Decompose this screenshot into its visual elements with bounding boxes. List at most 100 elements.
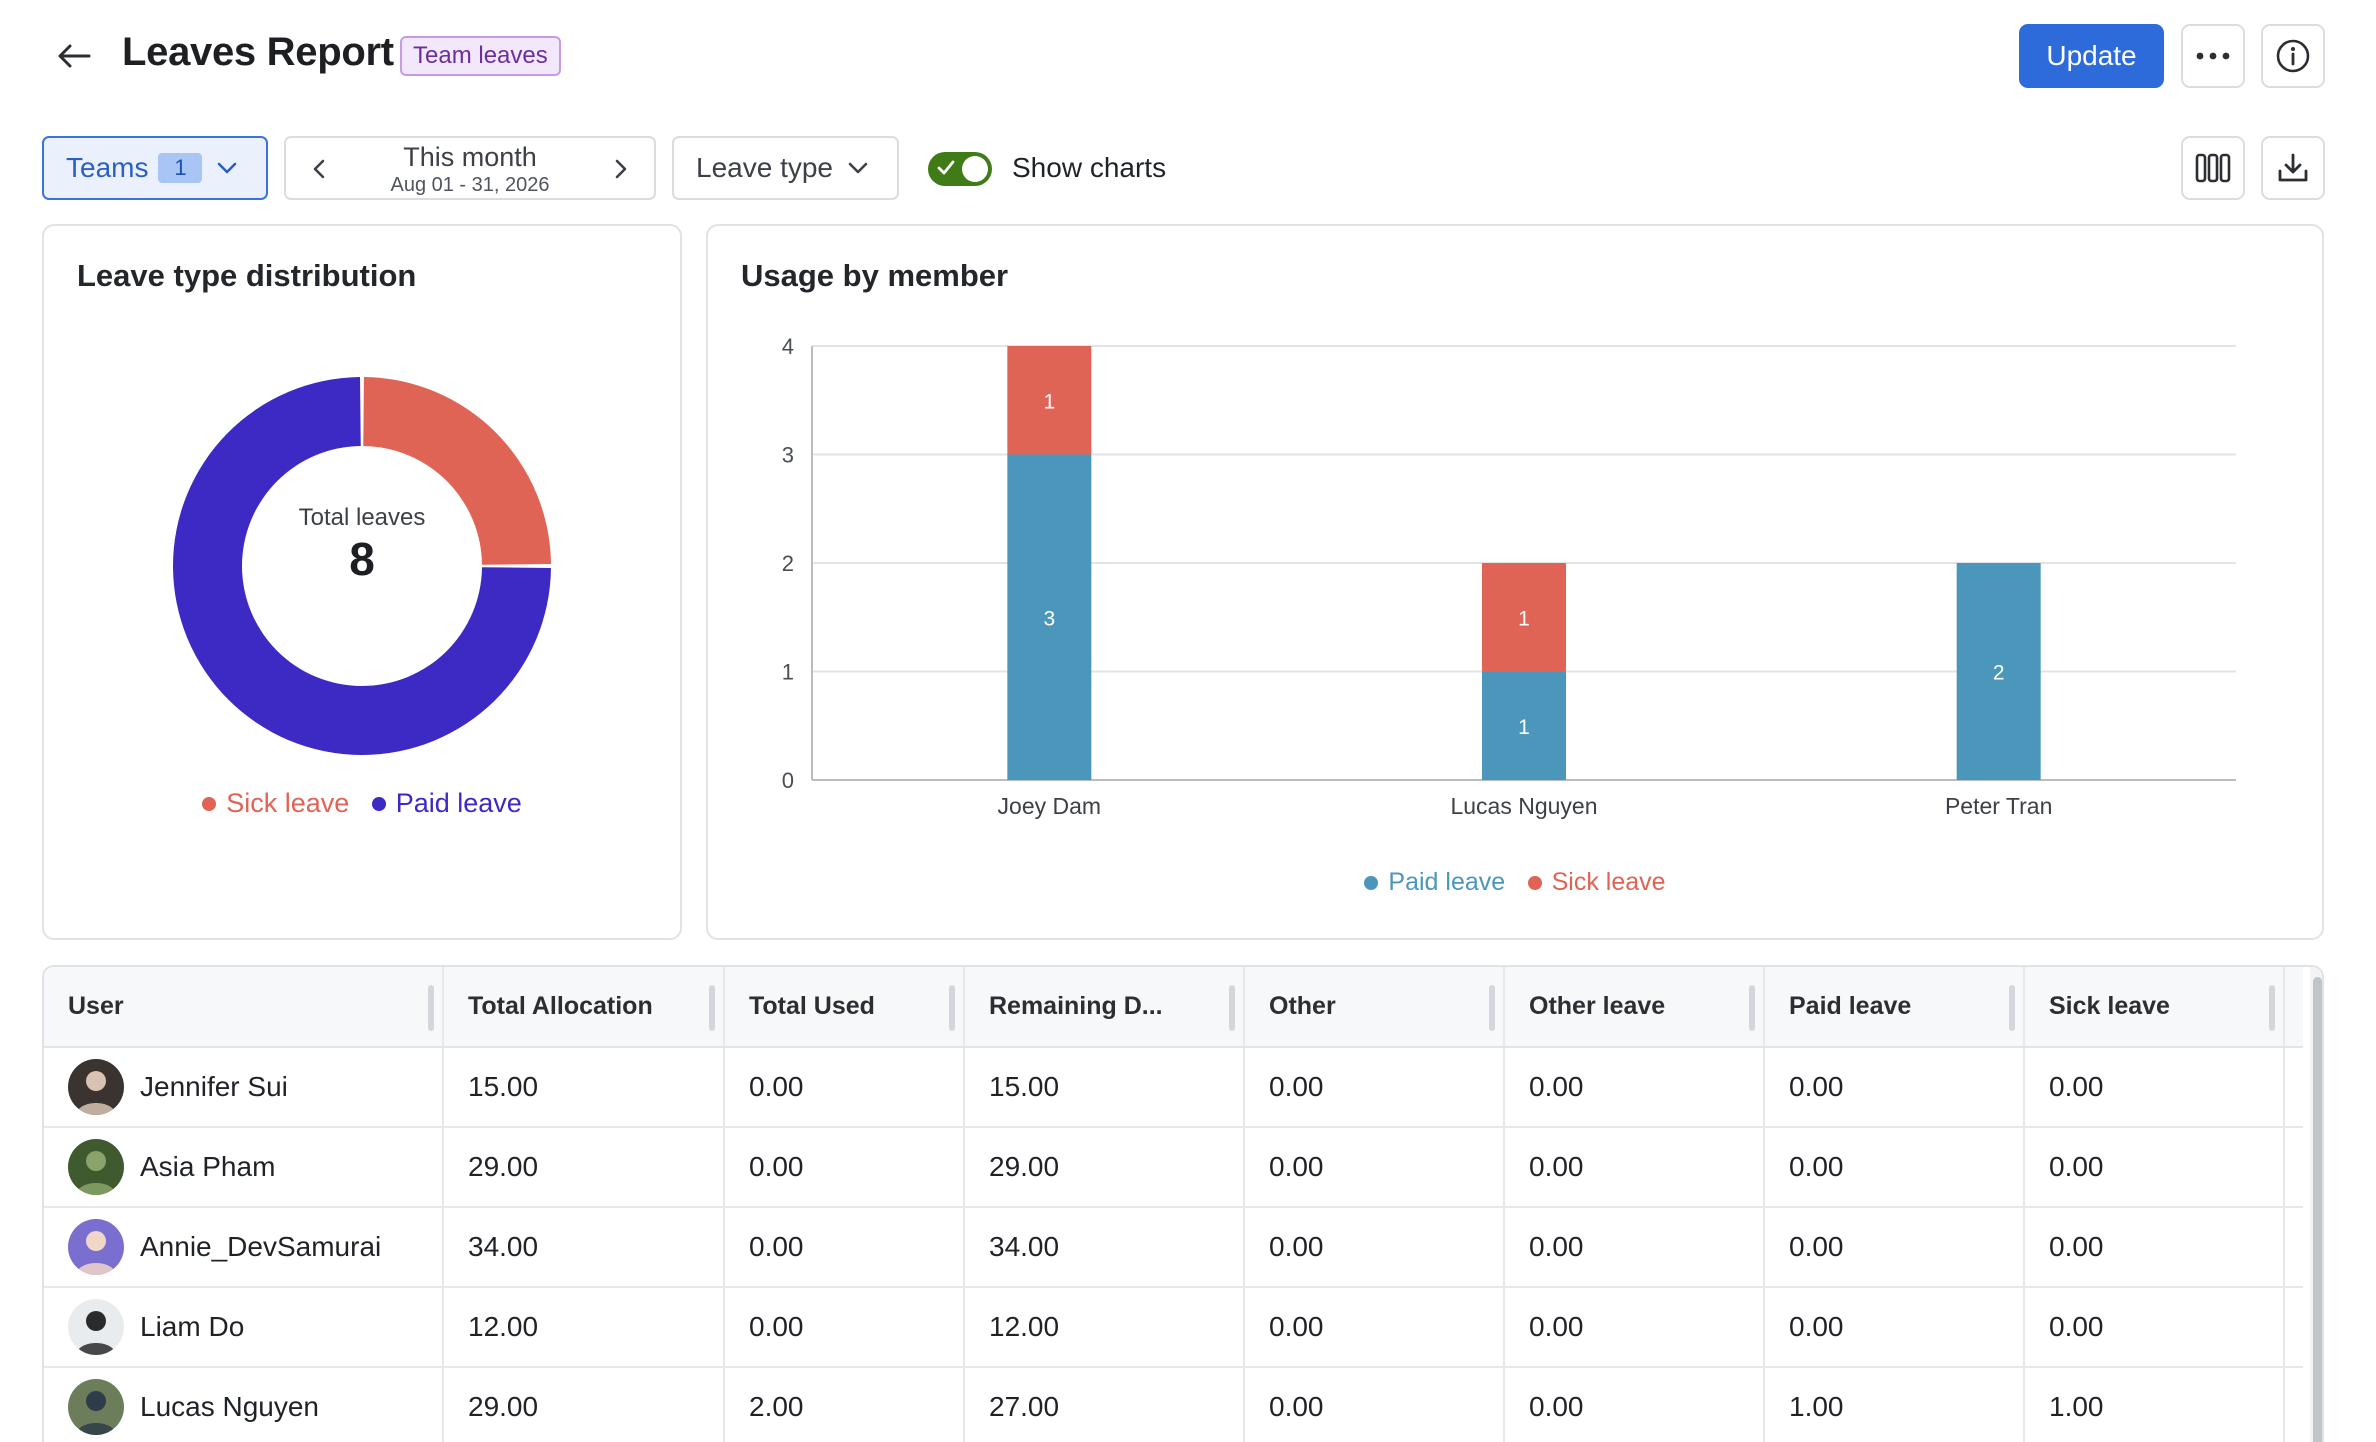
column-header[interactable]: Other <box>1244 967 1505 1048</box>
table-cell: 0.00 <box>1244 1047 1505 1128</box>
table-row[interactable]: Liam Do 12.00 0.00 12.00 0.00 0.00 0.00 0.00 <box>44 1287 2303 1368</box>
table-cell: 1.00 <box>2024 1367 2285 1442</box>
bar-segment-paid-leave[interactable] <box>1956 563 2041 780</box>
column-header[interactable]: Remaining D... <box>964 967 1245 1048</box>
table-header-row: User Total Allocation Total Used Remaining … <box>44 967 2303 1048</box>
show-charts-label: Show charts <box>1012 152 1167 183</box>
avatar <box>68 1059 124 1115</box>
column-header[interactable]: User <box>44 967 444 1048</box>
check-icon <box>937 160 955 175</box>
donut-chart <box>172 377 551 755</box>
column-header-label: Total Used <box>749 992 875 1020</box>
column-resize-handle[interactable] <box>949 985 955 1031</box>
legend-item-sick-leave[interactable]: Sick leave <box>1527 868 1666 897</box>
more-options-button[interactable] <box>2181 24 2245 88</box>
legend-swatch <box>1364 875 1379 890</box>
legend-item-paid-leave[interactable]: Paid leave <box>1364 868 1505 897</box>
chevron-down-icon <box>848 162 868 174</box>
column-resize-handle[interactable] <box>1749 985 1755 1031</box>
avatar <box>68 1139 124 1195</box>
table-cell: 0.00 <box>724 1047 965 1128</box>
column-header[interactable]: Other leave <box>1504 967 1765 1048</box>
avatar <box>68 1379 124 1435</box>
donut-slice-paid-leave[interactable] <box>172 377 551 755</box>
bar-segment-sick-leave[interactable] <box>1007 346 1092 455</box>
x-tick-label: Joey Dam <box>998 793 1102 819</box>
column-resize-handle[interactable] <box>1229 985 1235 1031</box>
avatar <box>68 1299 124 1355</box>
page-header: Leaves Report Team leaves Update <box>0 0 2376 112</box>
download-button[interactable] <box>2261 136 2325 200</box>
table-cell: 1.00 <box>1764 1367 2025 1442</box>
bar-data-label: 3 <box>1043 607 1055 630</box>
table-scrollbar-thumb[interactable] <box>2313 977 2322 1442</box>
chevron-down-icon <box>218 162 237 174</box>
row-filler <box>2284 1207 2303 1288</box>
info-button[interactable] <box>2261 24 2325 88</box>
table-cell: 29.00 <box>443 1367 725 1442</box>
back-arrow-icon[interactable] <box>52 36 96 76</box>
y-tick-label: 3 <box>782 443 794 468</box>
user-cell: Annie_DevSamurai <box>44 1207 444 1288</box>
user-cell: Liam Do <box>44 1287 444 1368</box>
table-row[interactable]: Annie_DevSamurai 34.00 0.00 34.00 0.00 0.00 0.… <box>44 1207 2303 1288</box>
table-cell: 0.00 <box>2024 1287 2285 1368</box>
teams-filter-button[interactable]: Teams 1 <box>42 136 268 200</box>
next-month-chevron-right-icon[interactable] <box>606 154 636 184</box>
bar-data-label: 1 <box>1518 607 1530 630</box>
x-tick-label: Peter Tran <box>1945 793 2052 819</box>
column-header-label: Other <box>1269 992 1336 1020</box>
bar-segment-sick-leave[interactable] <box>1482 563 1566 672</box>
table-cell: 15.00 <box>964 1047 1245 1128</box>
donut-slice-sick-leave[interactable] <box>363 377 551 565</box>
column-resize-handle[interactable] <box>2009 985 2015 1031</box>
bar-segment-paid-leave[interactable] <box>1007 454 1092 781</box>
date-range-picker[interactable]: This month Aug 01 - 31, 2026 <box>284 136 656 200</box>
legend-label: Paid leave <box>1388 868 1506 896</box>
row-filler <box>2284 1047 2303 1128</box>
table-row[interactable]: Jennifer Sui 15.00 0.00 15.00 0.00 0.00 0.00 0.… <box>44 1047 2303 1128</box>
donut-legend: Sick leave Paid leave <box>44 788 680 819</box>
row-filler <box>2284 1367 2303 1442</box>
legend-item-sick-leave[interactable]: Sick leave <box>202 788 349 819</box>
legend-swatch <box>371 796 386 811</box>
table-cell: 12.00 <box>443 1287 725 1368</box>
table-row[interactable]: Lucas Nguyen 29.00 2.00 27.00 0.00 0.00 1.00 1.… <box>44 1367 2303 1442</box>
user-cell: Asia Pham <box>44 1127 444 1208</box>
donut-chart-title: Leave type distribution <box>77 258 417 293</box>
avatar <box>68 1219 124 1275</box>
stacked-bar-chart: 0 1 2 3 4 3 1 Joey Dam 1 1 Lucas Nguyen 2 Peter Tran <box>782 334 2236 819</box>
leave-type-filter-button[interactable]: Leave type <box>672 136 899 200</box>
column-header[interactable]: Total Used <box>724 967 965 1048</box>
column-header[interactable]: Total Allocation <box>443 967 725 1048</box>
table-cell: 2.00 <box>724 1367 965 1442</box>
column-resize-handle[interactable] <box>2269 985 2275 1031</box>
download-icon <box>2278 153 2308 182</box>
teams-filter-label: Teams <box>66 152 149 183</box>
column-header[interactable]: Paid leave <box>1764 967 2025 1048</box>
column-header[interactable]: Sick leave <box>2024 967 2285 1048</box>
bar-data-label: 1 <box>1518 716 1530 739</box>
bar-chart-title: Usage by member <box>741 258 1009 293</box>
show-charts-toggle[interactable] <box>928 152 992 186</box>
column-header-label: Other leave <box>1529 992 1666 1020</box>
bar-segment-paid-leave[interactable] <box>1482 671 1566 781</box>
column-resize-handle[interactable] <box>709 985 715 1031</box>
legend-label: Sick leave <box>1551 868 1666 896</box>
column-resize-handle[interactable] <box>428 985 434 1031</box>
table-cell: 0.00 <box>1764 1127 2025 1208</box>
y-tick-label: 2 <box>782 551 794 576</box>
previous-month-chevron-left-icon[interactable] <box>304 154 334 184</box>
table-cell: 29.00 <box>964 1127 1245 1208</box>
table-cell: 0.00 <box>724 1287 965 1368</box>
legend-item-paid-leave[interactable]: Paid leave <box>371 788 522 819</box>
table-cell: 12.00 <box>964 1287 1245 1368</box>
legend-swatch <box>1527 875 1542 890</box>
columns-button[interactable] <box>2181 136 2245 200</box>
update-button[interactable]: Update <box>2019 24 2164 88</box>
columns-icon <box>2195 153 2231 183</box>
table-row[interactable]: Asia Pham 29.00 0.00 29.00 0.00 0.00 0.00 0.00 <box>44 1127 2303 1208</box>
column-resize-handle[interactable] <box>1489 985 1495 1031</box>
donut-center-label: Total leaves <box>298 504 426 531</box>
team-leaves-tag: Team leaves <box>400 36 561 76</box>
